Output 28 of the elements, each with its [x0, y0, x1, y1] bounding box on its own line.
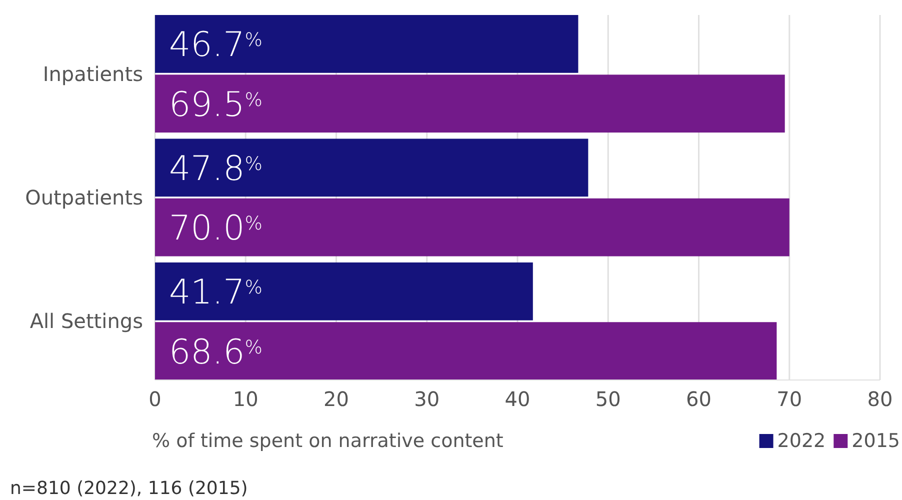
x-tick-label: 50 [595, 387, 621, 412]
legend-label: 2022 [777, 430, 826, 452]
data-label: 47.8$^{%}$ [169, 148, 262, 189]
data-label: 46.7$^{%}$ [169, 25, 262, 66]
data-label: 70.0$^{%}$ [169, 208, 262, 249]
x-tick-label: 70 [776, 387, 802, 412]
y-tick-label: All Settings [30, 309, 143, 334]
x-axis-title: % of time spent on narrative content [152, 430, 504, 452]
bar [155, 322, 777, 380]
x-tick-label: 20 [324, 387, 349, 412]
y-tick-label: Inpatients [42, 62, 143, 86]
x-tick-label: 80 [867, 387, 893, 412]
x-tick-label: 0 [148, 387, 162, 412]
x-tick-label: 40 [504, 387, 530, 412]
text: n=810 (2022), 116 (2015) [10, 478, 248, 499]
bar [155, 15, 578, 73]
bar [155, 198, 790, 256]
data-label: 69.5$^{%}$ [169, 84, 262, 125]
x-tick-label: 60 [686, 387, 712, 412]
legend-label: 2015 [852, 430, 900, 452]
bar [155, 262, 533, 320]
data-label: 41.7$^{%}$ [169, 272, 262, 313]
bar [155, 74, 785, 133]
data-label: 68.6$^{%}$ [169, 332, 262, 372]
x-tick-label: 30 [414, 387, 440, 412]
bar [155, 138, 588, 197]
x-tick-label: 10 [232, 387, 258, 412]
y-tick-label: Outpatients [25, 186, 143, 210]
